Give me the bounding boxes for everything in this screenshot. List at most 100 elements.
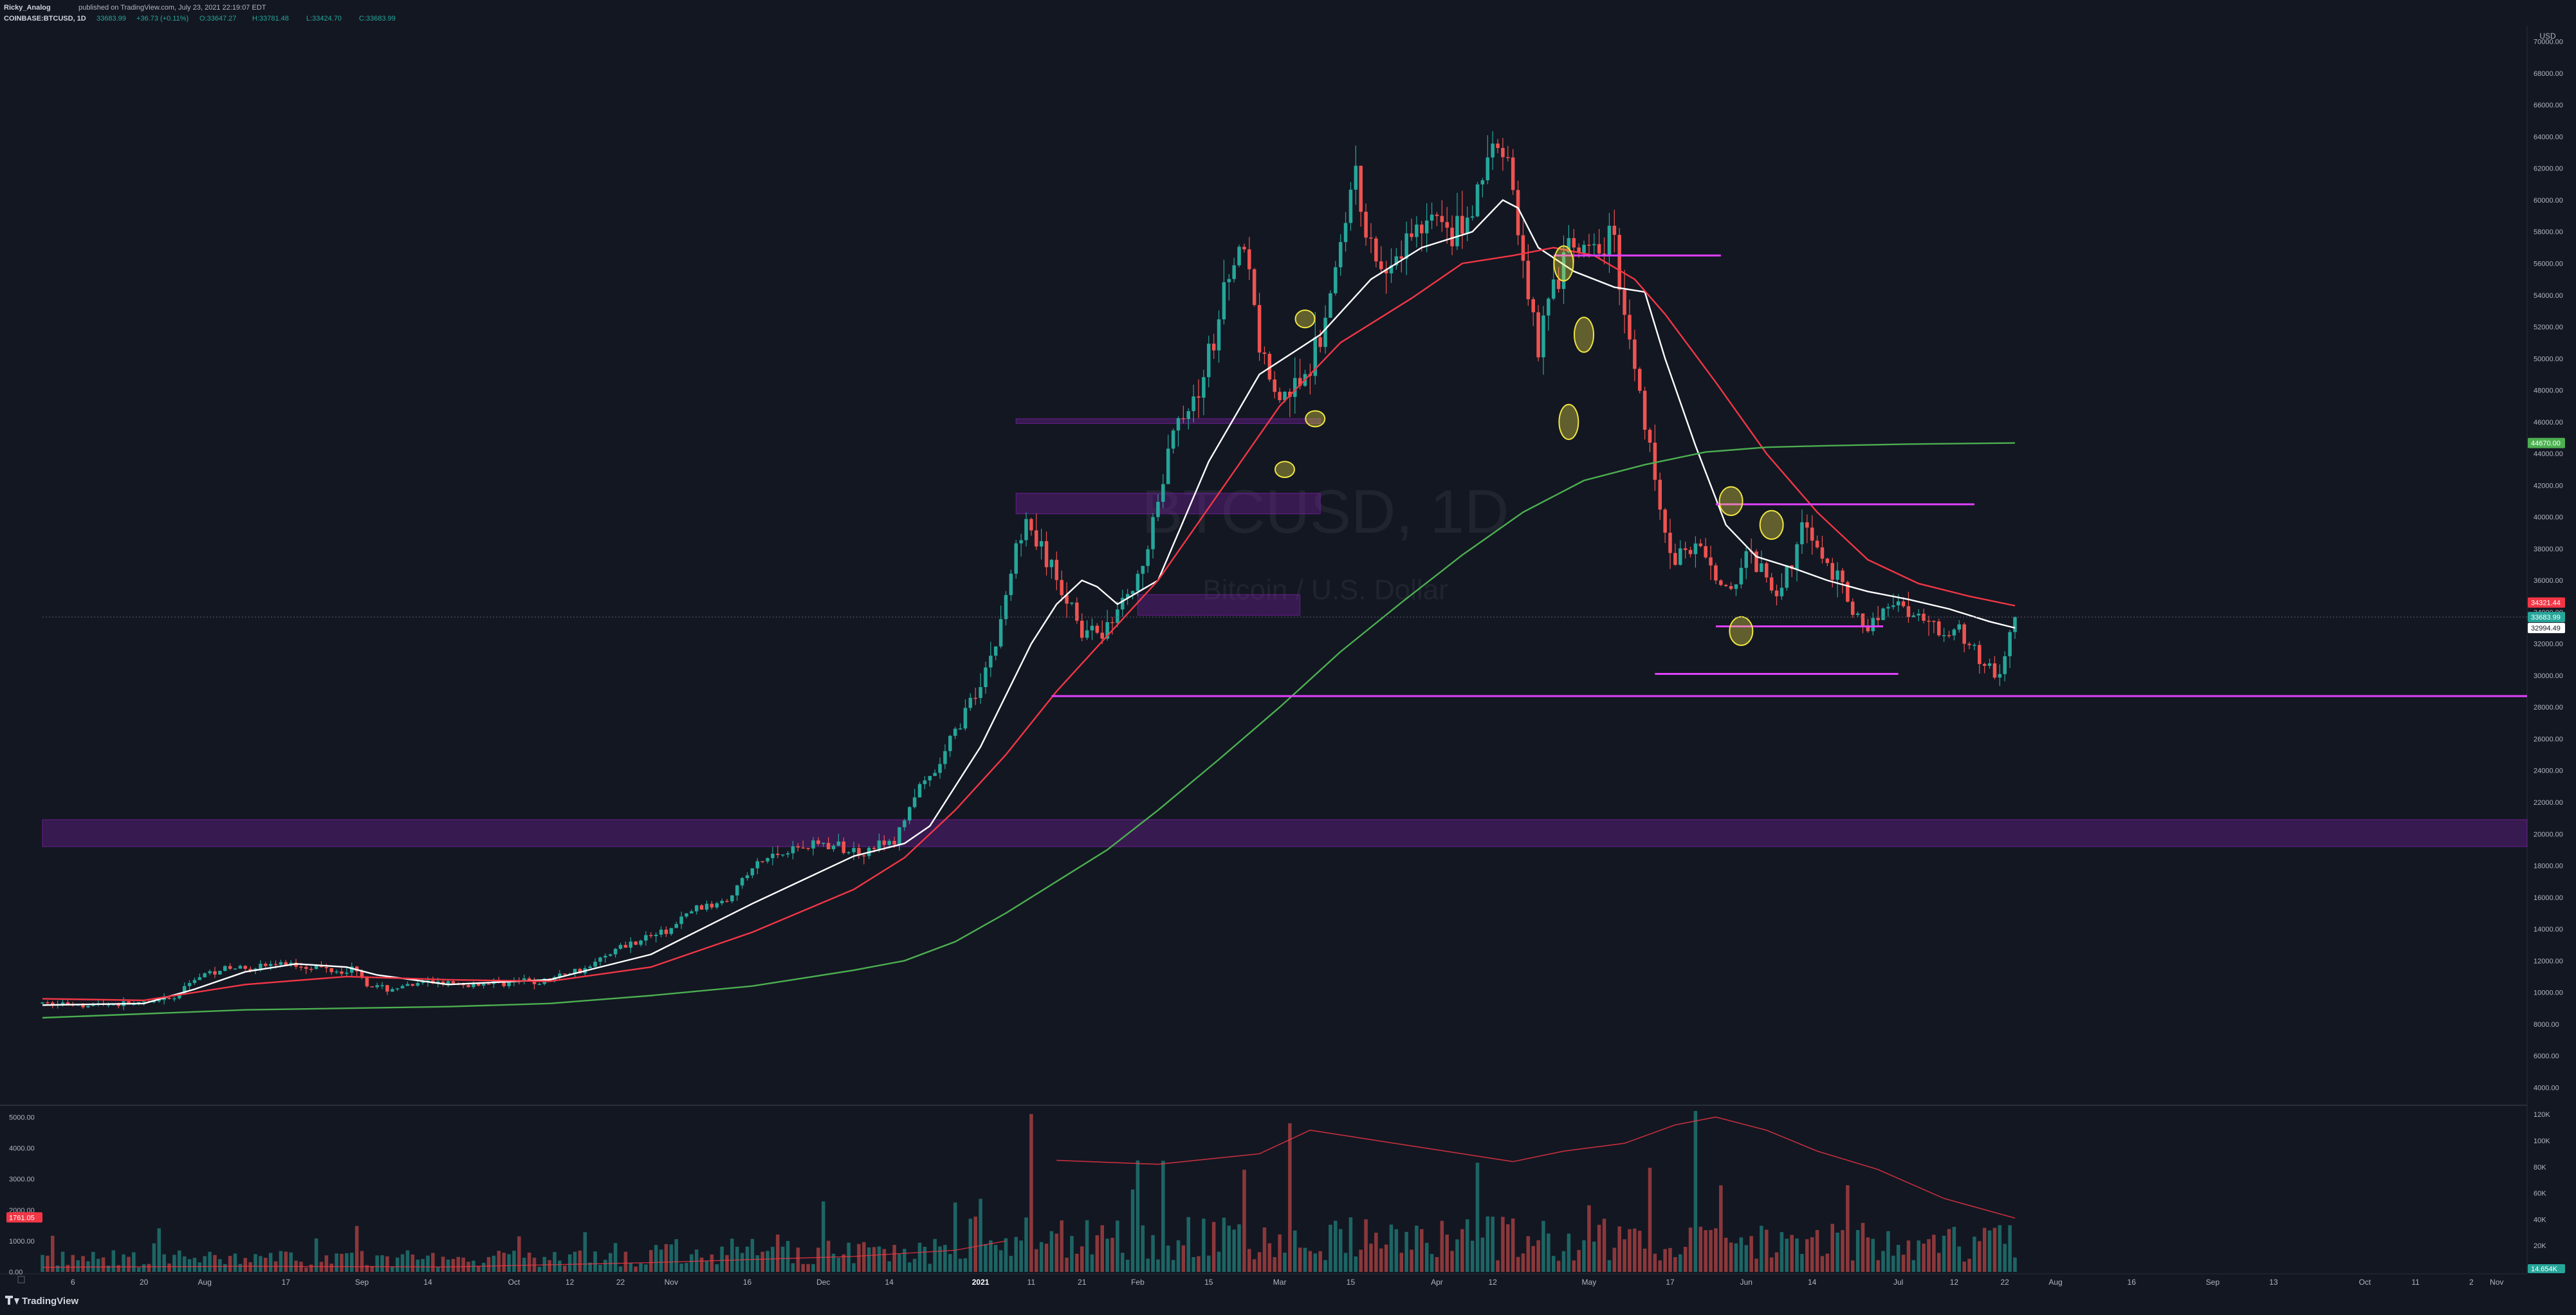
price-axis[interactable]: 70000.00 68000.00 66000.00 64000.00 62000.00… <box>2528 39 2565 1092</box>
candle-body <box>1065 595 1069 604</box>
candle-body <box>1805 522 1809 528</box>
candle-body <box>1673 553 1677 566</box>
time-tick: 2021 <box>972 1278 989 1287</box>
candle-body <box>1019 540 1023 544</box>
price-badge <box>2528 437 2565 448</box>
candle-body <box>1597 244 1601 254</box>
candle-body <box>1252 269 1256 306</box>
volume-bar <box>268 1253 273 1272</box>
volume-bar <box>1019 1240 1023 1272</box>
volume-tick-left: 5000.00 <box>9 1114 35 1121</box>
time-tick: 22 <box>616 1278 625 1287</box>
volume-bar <box>1024 1217 1028 1272</box>
volume-bar <box>1642 1248 1647 1272</box>
candle-body <box>395 988 400 989</box>
volume-bar <box>1820 1256 1825 1272</box>
volume-bar <box>400 1254 405 1272</box>
candle-body <box>1551 279 1556 299</box>
time-tick: 16 <box>743 1278 752 1287</box>
candle-body <box>1293 378 1297 398</box>
volume-bar <box>725 1255 729 1272</box>
volume-bar <box>1547 1233 1550 1272</box>
volume-bar <box>1592 1241 1596 1272</box>
candle-body <box>1561 252 1566 290</box>
candle-body <box>1100 632 1105 639</box>
candle-body <box>486 983 491 985</box>
candle-body <box>1825 558 1830 564</box>
candle-body <box>710 903 714 908</box>
time-tick: 20 <box>140 1278 149 1287</box>
candle-body <box>989 656 993 668</box>
candle-body <box>892 841 896 845</box>
volume-bar <box>1298 1247 1302 1272</box>
timezone-toggle[interactable] <box>17 1276 25 1283</box>
symbol-label[interactable]: COINBASE:BTCUSD, 1D <box>4 15 86 23</box>
volume-bar <box>1338 1229 1343 1272</box>
volume-bar <box>537 1266 542 1272</box>
candle-body <box>203 973 207 977</box>
volume-bar <box>1866 1237 1870 1272</box>
volume-bar <box>1653 1253 1657 1272</box>
time-axis[interactable]: 6 20 Aug 17 Sep 14 Oct 12 22 Nov 16 Dec 14 2021 11 21 Fe… <box>71 1278 2503 1287</box>
volume-bar <box>203 1256 207 1272</box>
volume-bar <box>1354 1256 1358 1272</box>
watermark-symbol: BTCUSD, 1D <box>1142 477 1509 546</box>
volume-bar <box>1719 1185 1723 1272</box>
volume-bar <box>989 1240 993 1272</box>
volume-bar <box>248 1262 252 1272</box>
candle-body <box>750 868 755 876</box>
volume-tick-right: 100K <box>2534 1137 2550 1145</box>
candle-body <box>953 728 957 736</box>
candle-body <box>1744 551 1748 568</box>
volume-bar <box>710 1254 714 1272</box>
candle-body <box>578 968 582 973</box>
candle-body <box>1044 541 1049 567</box>
candle-body <box>182 986 187 995</box>
candle-body <box>416 982 419 986</box>
volume-bar <box>1709 1229 1713 1272</box>
volume-bar <box>1688 1228 1693 1272</box>
volume-bar <box>410 1254 415 1272</box>
publisher-name[interactable]: Ricky_Analog <box>4 4 51 12</box>
candle-body <box>1942 635 1946 636</box>
volume-bar <box>1009 1256 1013 1272</box>
volume-bar <box>1815 1229 1819 1272</box>
volume-bar <box>1455 1239 1459 1272</box>
volume-bar <box>1891 1255 1895 1272</box>
candle-body <box>1785 565 1789 588</box>
candle-body <box>1354 165 1358 190</box>
volume-bar <box>1384 1244 1388 1272</box>
time-tick: Aug <box>198 1278 212 1287</box>
price-tick: 62000.00 <box>2534 165 2563 173</box>
candle-body <box>1637 369 1642 391</box>
candle-body <box>1937 621 1941 636</box>
volume-axis[interactable]: 5000.004000.003000.002000.001000.000.001… <box>6 1111 2565 1276</box>
candle-body <box>1435 214 1439 216</box>
candle-body <box>1709 557 1713 566</box>
volume-bar <box>1825 1253 1830 1272</box>
volume-bar <box>182 1256 187 1272</box>
time-tick: 2 <box>2469 1278 2474 1287</box>
candle-body <box>1516 190 1520 235</box>
currency-label[interactable]: USD <box>2539 32 2556 41</box>
candle-body <box>1506 157 1510 158</box>
volume-bar <box>461 1257 465 1272</box>
candle-body <box>897 827 901 845</box>
candle-body <box>208 971 212 973</box>
volume-bar <box>923 1246 927 1272</box>
candle-body <box>1273 379 1276 392</box>
volume-bar <box>629 1262 633 1272</box>
volume-bar <box>1795 1238 1799 1272</box>
candle-body <box>1394 256 1399 266</box>
tradingview-logo[interactable]: TradingView <box>5 1296 78 1307</box>
volume-bar <box>238 1264 243 1272</box>
volume-bar <box>1288 1123 1292 1272</box>
candle-body <box>1815 540 1819 547</box>
candle-body <box>755 861 760 869</box>
volume-tick-left: 4000.00 <box>9 1145 35 1153</box>
volume-bar <box>558 1260 562 1272</box>
volume-bar <box>340 1253 344 1272</box>
volume-bar <box>1430 1254 1434 1272</box>
